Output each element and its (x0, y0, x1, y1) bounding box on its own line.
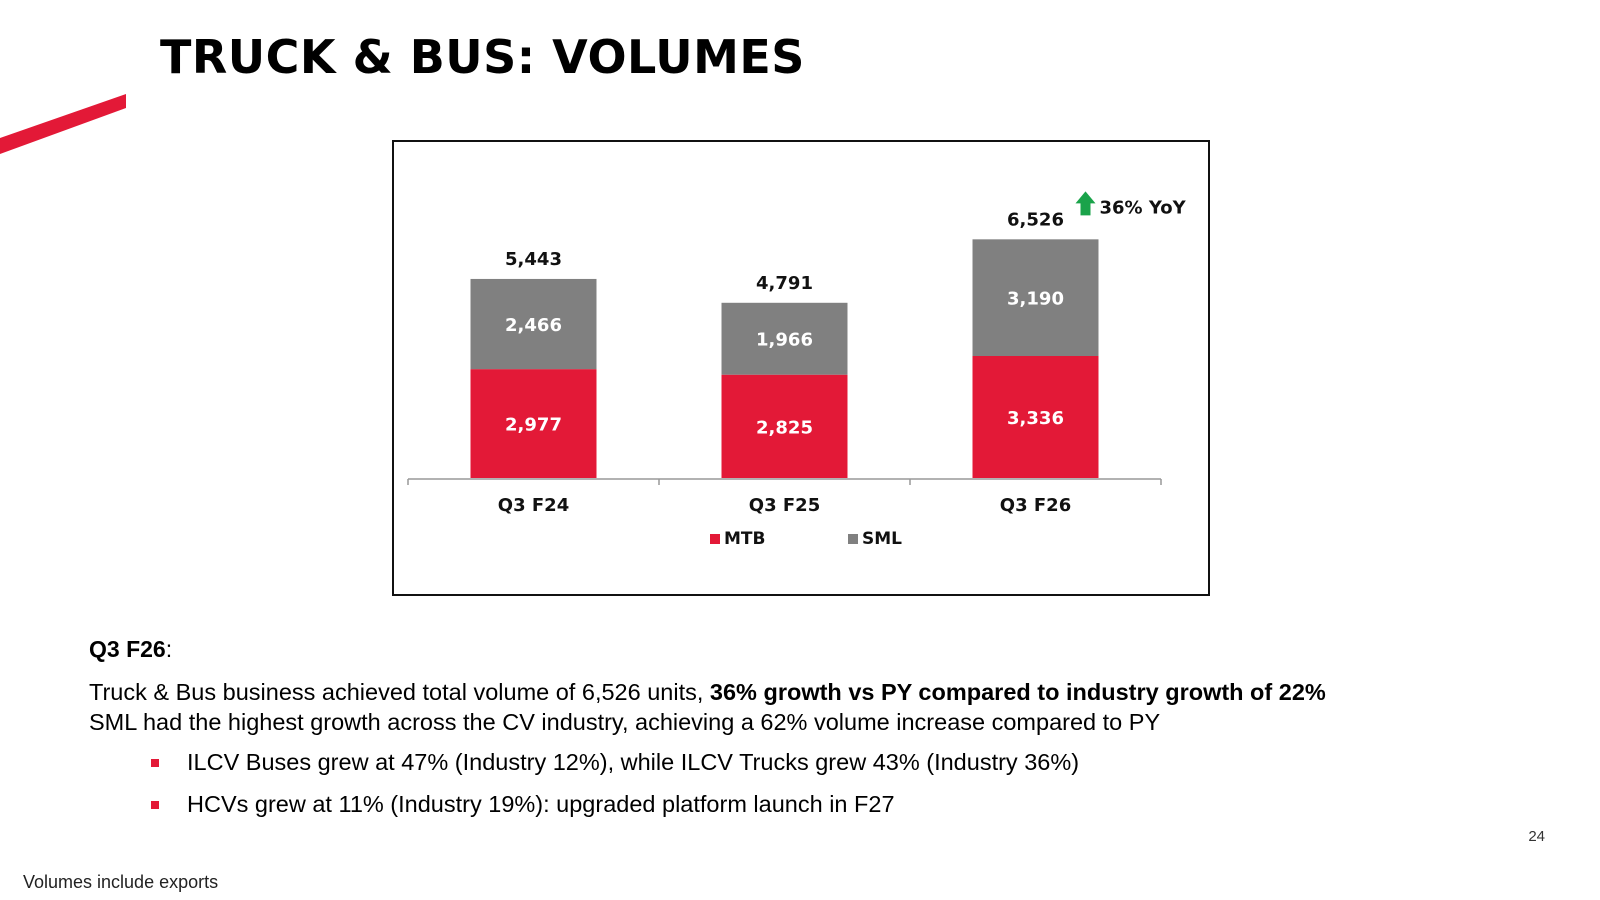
total-label: 4,791 (756, 273, 813, 294)
footnote: Volumes include exports (23, 872, 219, 892)
chart-svg: 2,977 2,466 5,443 Q3 F24 2,825 1,966 4,791 Q3 F… (407, 191, 1187, 549)
stacked-bar-chart: 2,977 2,466 5,443 Q3 F24 2,825 1,966 4,791 Q3 F… (392, 140, 1210, 596)
x-tick-label: Q3 F25 (749, 495, 820, 516)
data-label-sml: 1,966 (756, 330, 813, 351)
x-tick-label: Q3 F26 (1000, 495, 1071, 516)
page-number: 24 (1528, 828, 1545, 845)
notes-heading-bold: Q3 F26 (89, 636, 166, 662)
accent-slash (0, 90, 130, 165)
legend-label-sml: SML (862, 529, 902, 549)
bullet-item: ILCV Buses grew at 47% (Industry 12%), w… (151, 747, 1569, 777)
data-label-sml: 2,466 (505, 315, 562, 336)
page-title: TRUCK & BUS: VOLUMES (160, 30, 805, 84)
notes-para-bold: 36% growth vs PY compared to industry gr… (709, 679, 1326, 705)
legend-label-mtb: MTB (724, 529, 765, 549)
total-label: 5,443 (505, 249, 562, 270)
notes-line-2: SML had the highest growth across the CV… (89, 709, 1161, 735)
data-label-sml: 3,190 (1007, 289, 1064, 310)
bar-sml (972, 239, 1099, 356)
notes-para-start: Truck & Bus business achieved total volu… (89, 679, 710, 705)
bar-sml (721, 302, 848, 375)
bar-mtb (972, 355, 1099, 478)
data-label-mtb: 2,977 (505, 415, 562, 436)
notes-paragraph: Truck & Bus business achieved total volu… (89, 677, 1569, 707)
accent-slash-shape (0, 94, 126, 154)
annotation-label: 36% YoY (1100, 197, 1187, 218)
data-label-mtb: 3,336 (1007, 408, 1064, 429)
up-arrow-icon (1075, 191, 1096, 216)
bullet-square-icon (151, 759, 159, 767)
notes-heading-suffix: : (165, 636, 173, 662)
bar-mtb (721, 374, 848, 478)
total-label: 6,526 (1007, 209, 1064, 230)
notes-bullets: ILCV Buses grew at 47% (Industry 12%), w… (89, 747, 1569, 819)
bullet-text: ILCV Buses grew at 47% (Industry 12%), w… (187, 749, 1080, 775)
legend-swatch-sml (848, 534, 858, 544)
bullet-item: HCVs grew at 11% (Industry 19%): upgrade… (151, 789, 1569, 819)
legend-swatch-mtb (710, 534, 720, 544)
notes-section: Q3 F26: Truck & Bus business achieved to… (89, 636, 1569, 831)
x-tick-label: Q3 F24 (498, 495, 569, 516)
bullet-text: HCVs grew at 11% (Industry 19%): upgrade… (187, 791, 895, 817)
data-label-mtb: 2,825 (756, 417, 813, 438)
bullet-square-icon (151, 801, 159, 809)
notes-heading: Q3 F26: (89, 636, 1569, 663)
bar-sml (470, 278, 597, 370)
bar-mtb (470, 369, 597, 478)
